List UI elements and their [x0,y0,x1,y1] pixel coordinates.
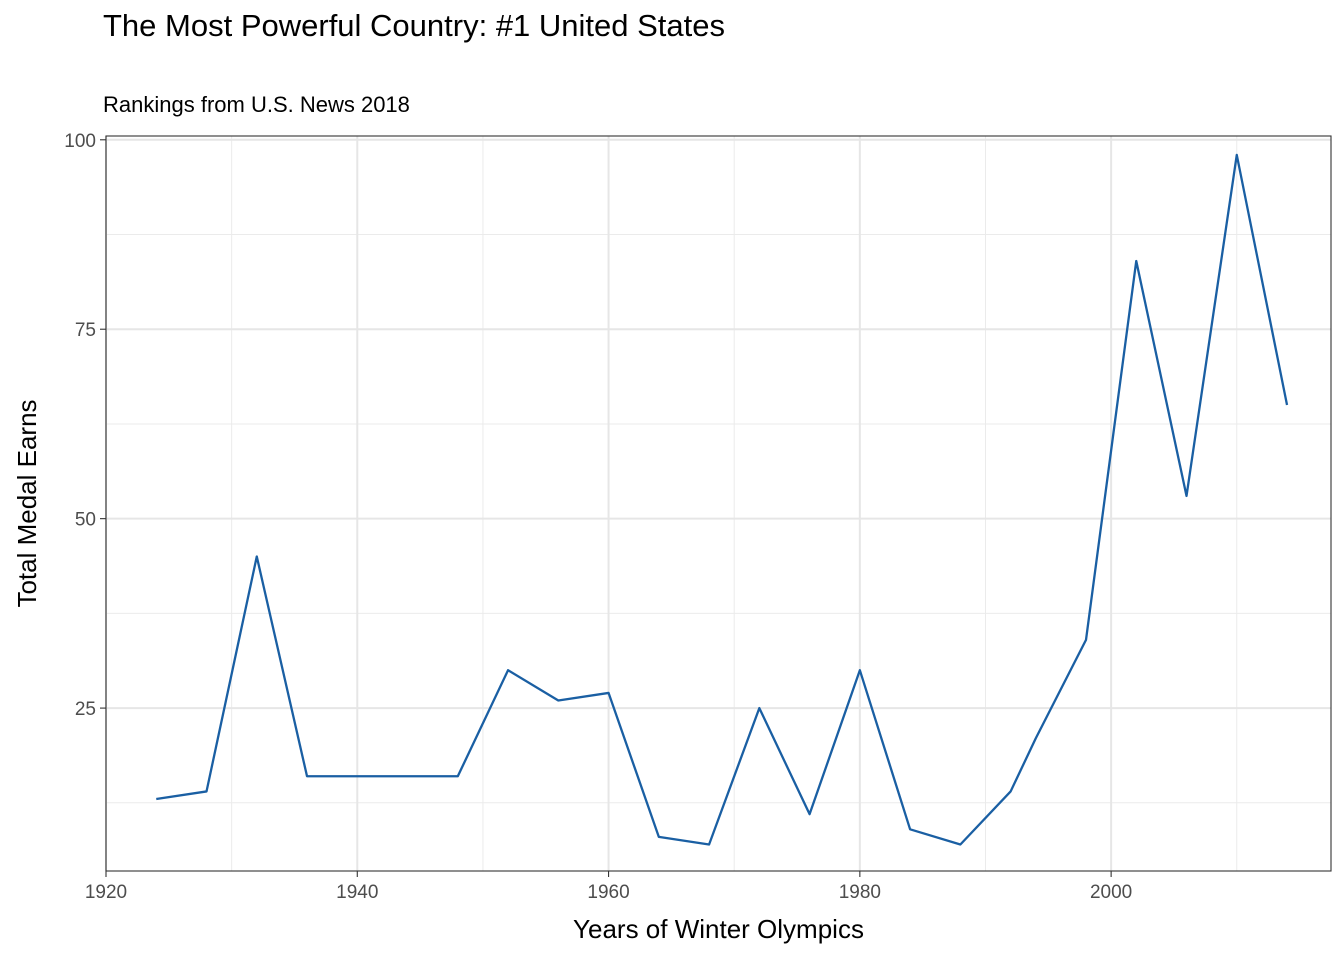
y-tick-label: 50 [75,510,96,531]
grid [105,136,1331,871]
x-tick-label: 1940 [336,882,378,903]
axes: 1920 1940 1960 1980 2000 25 50 75 100 [64,131,1132,903]
chart-title: The Most Powerful Country: #1 United Sta… [103,8,726,43]
plot-panel-border [105,135,1332,872]
series-layer [156,153,1289,846]
y-tick-label: 100 [64,131,96,152]
x-tick-label: 1920 [85,882,127,903]
y-tick-label: 25 [75,699,96,720]
x-tick-label: 1960 [587,882,629,903]
series-line [156,153,1289,846]
x-tick-label: 1980 [839,882,881,903]
chart-subtitle: Rankings from U.S. News 2018 [103,92,410,117]
y-tick-label: 75 [75,320,96,341]
x-tick-label: 2000 [1090,882,1132,903]
x-axis-title: Years of Winter Olympics [573,914,864,944]
y-axis-title: Total Medal Earns [12,399,42,607]
